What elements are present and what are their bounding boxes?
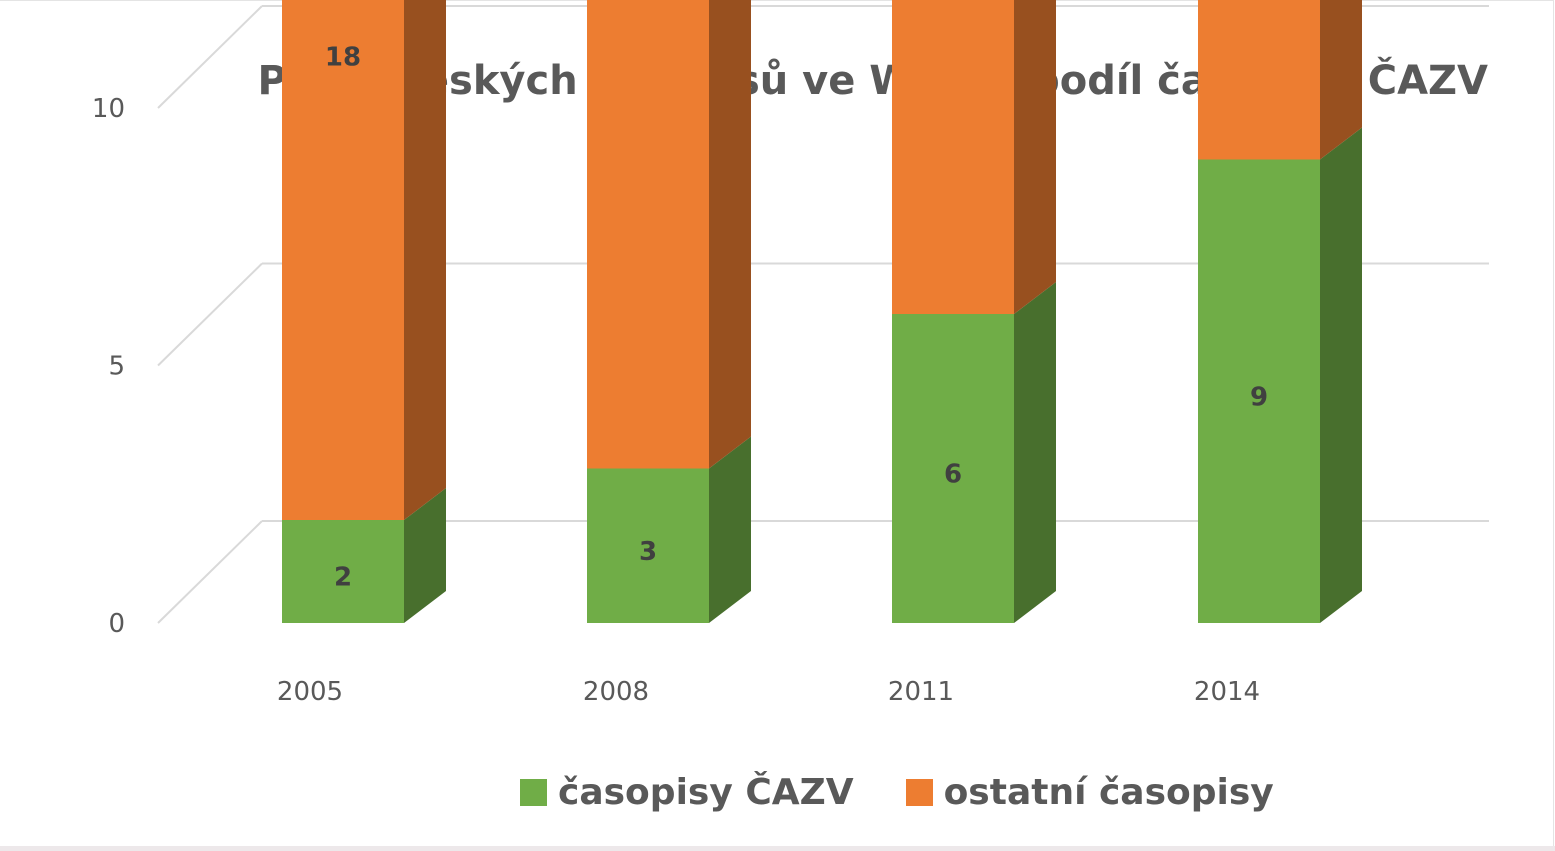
bar-side-2014-s1 [1320, 0, 1362, 160]
bar-side-2011-s0 [1014, 282, 1056, 623]
x-tick-label: 2005 [277, 677, 343, 707]
y-tick-label: 0 [108, 609, 125, 639]
x-tick-label: 2008 [583, 677, 649, 707]
y-tick-label: 5 [108, 352, 125, 382]
bar-side-2011-s1 [1014, 0, 1056, 314]
bar-front-2011-s1 [892, 0, 1014, 314]
bar-front-2008-s0 [587, 468, 709, 623]
bar-side-2008-s1 [709, 0, 751, 469]
bar-front-2011-s0 [892, 314, 1014, 623]
legend-item-cazv: časopisy ČAZV [520, 772, 854, 813]
legend-swatch-cazv [520, 779, 547, 806]
x-tick-label: 2014 [1194, 677, 1260, 707]
bar-side-2005-s1 [404, 0, 446, 520]
y-tick-label: 10 [92, 94, 125, 124]
legend-swatch-ostatni [905, 779, 933, 806]
bar-front-2005-s0 [282, 520, 404, 623]
legend-label-ostatni: ostatní časopisy [943, 772, 1274, 813]
bar-front-2014-s0 [1198, 159, 1320, 623]
data-label-2005-s0: 2 [334, 563, 352, 593]
legend-label-cazv: časopisy ČAZV [558, 772, 854, 813]
bar-side-2014-s0 [1320, 127, 1362, 623]
bar-front-2008-s1 [587, 0, 709, 469]
data-label-2005-s1: 18 [325, 43, 361, 73]
page-bottom-band [0, 846, 1555, 851]
legend: časopisy ČAZV ostatní časopisy [520, 772, 1326, 813]
data-label-2014-s0: 9 [1250, 382, 1268, 412]
bar-front-2014-s1 [1198, 0, 1320, 160]
bar-side-2005-s0 [404, 488, 446, 623]
data-label-2008-s0: 3 [639, 537, 657, 567]
gridline-side-10 [157, 5, 263, 109]
bar-front-2005-s1 [282, 0, 404, 520]
gridline-side-0 [157, 520, 263, 624]
bar-side-2008-s0 [709, 436, 751, 623]
x-tick-label: 2011 [888, 677, 954, 707]
legend-item-ostatni: ostatní časopisy [905, 772, 1274, 813]
gridline-side-5 [157, 262, 263, 367]
data-label-2011-s0: 6 [944, 460, 962, 490]
